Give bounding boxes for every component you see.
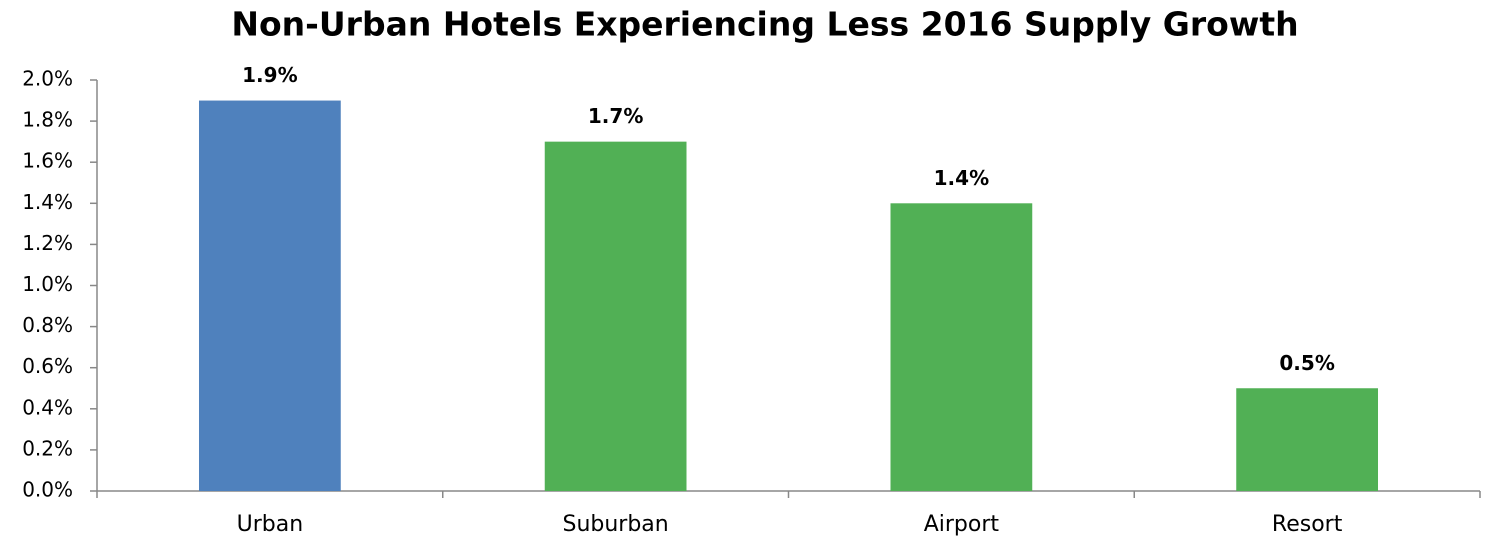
y-tick-label: 1.0%: [22, 272, 73, 296]
x-tick-label: Airport: [924, 512, 1000, 537]
y-tick-label: 0.8%: [22, 313, 73, 337]
x-tick-label: Resort: [1272, 512, 1343, 537]
y-tick-label: 2.0%: [22, 67, 73, 91]
x-tick-label: Urban: [237, 512, 304, 537]
y-tick-label: 0.4%: [22, 395, 73, 419]
bar: [890, 203, 1033, 492]
y-tick-label: 1.2%: [22, 231, 73, 255]
bar: [198, 100, 341, 492]
chart-title: Non-Urban Hotels Experiencing Less 2016 …: [231, 5, 1298, 44]
data-label: 1.9%: [242, 63, 297, 87]
bar: [544, 141, 687, 491]
data-label: 1.4%: [934, 166, 989, 190]
y-tick-label: 0.6%: [22, 354, 73, 378]
y-tick-label: 1.8%: [22, 108, 73, 132]
y-tick-label: 1.6%: [22, 149, 73, 173]
x-tick-label: Suburban: [562, 512, 668, 537]
bar: [1236, 388, 1379, 491]
y-tick-label: 1.4%: [22, 190, 73, 214]
data-label: 1.7%: [588, 104, 643, 128]
y-tick-label: 0.2%: [22, 436, 73, 460]
y-tick-label: 0.0%: [22, 478, 73, 502]
data-label: 0.5%: [1279, 351, 1334, 375]
